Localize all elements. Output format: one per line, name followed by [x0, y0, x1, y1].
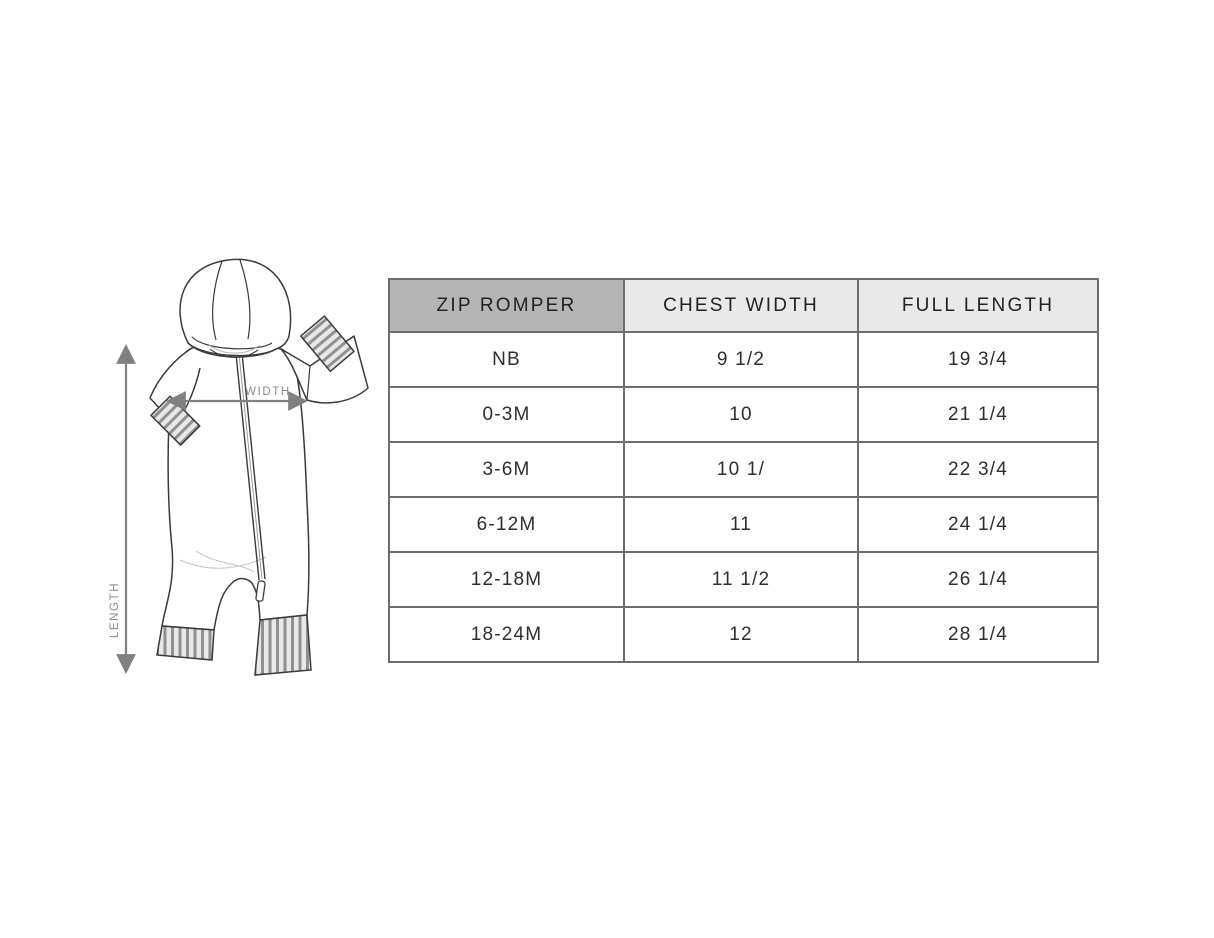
- length-label: LENGTH: [109, 582, 121, 638]
- size-label: 12-18M: [388, 551, 625, 608]
- left-sleeve: [149, 347, 201, 446]
- romper-flat-sketch: LENGTH WIDTH: [109, 258, 369, 676]
- size-row-12-18m: 12-18M 11 1/2 26 1/4: [388, 551, 1099, 608]
- size-row-6-12m: 6-12M 11 24 1/4: [388, 496, 1099, 553]
- chest-width-value: 12: [623, 606, 859, 663]
- header-row: ZIP ROMPER CHEST WIDTH FULL LENGTH: [388, 278, 1099, 333]
- size-row-nb: NB 9 1/2 19 3/4: [388, 331, 1099, 388]
- left-ankle-cuff: [156, 625, 215, 661]
- full-length-value: 28 1/4: [857, 606, 1099, 663]
- full-length-value: 22 3/4: [857, 441, 1099, 498]
- size-label: 18-24M: [388, 606, 625, 663]
- right-ankle-cuff: [254, 614, 312, 676]
- ankle-cuffs: [156, 614, 312, 676]
- size-row-3-6m: 3-6M 10 1/ 22 3/4: [388, 441, 1099, 498]
- right-wrist-cuff: [299, 315, 355, 373]
- size-label: 6-12M: [388, 496, 625, 553]
- size-label: 3-6M: [388, 441, 625, 498]
- full-length-value: 21 1/4: [857, 386, 1099, 443]
- right-sleeve: [280, 315, 369, 404]
- width-arrow: WIDTH: [166, 386, 308, 411]
- zipper-pull: [255, 580, 266, 602]
- chest-width-value: 9 1/2: [623, 331, 859, 388]
- full-length-value: 26 1/4: [857, 551, 1099, 608]
- column-header-zip-romper: ZIP ROMPER: [388, 278, 625, 333]
- hood: [179, 258, 292, 358]
- size-chart-table: ZIP ROMPER CHEST WIDTH FULL LENGTH NB 9 …: [388, 278, 1099, 663]
- chest-width-value: 11 1/2: [623, 551, 859, 608]
- left-wrist-cuff: [150, 395, 201, 446]
- chest-width-value: 10 1/: [623, 441, 859, 498]
- column-header-chest-width: CHEST WIDTH: [623, 278, 859, 333]
- full-length-value: 24 1/4: [857, 496, 1099, 553]
- full-length-value: 19 3/4: [857, 331, 1099, 388]
- width-label: WIDTH: [245, 386, 291, 398]
- size-row-0-3m: 0-3M 10 21 1/4: [388, 386, 1099, 443]
- size-label: 0-3M: [388, 386, 625, 443]
- size-row-18-24m: 18-24M 12 28 1/4: [388, 606, 1099, 663]
- length-arrow: LENGTH: [109, 344, 136, 674]
- column-header-full-length: FULL LENGTH: [857, 278, 1099, 333]
- chest-width-value: 10: [623, 386, 859, 443]
- size-label: NB: [388, 331, 625, 388]
- chest-width-value: 11: [623, 496, 859, 553]
